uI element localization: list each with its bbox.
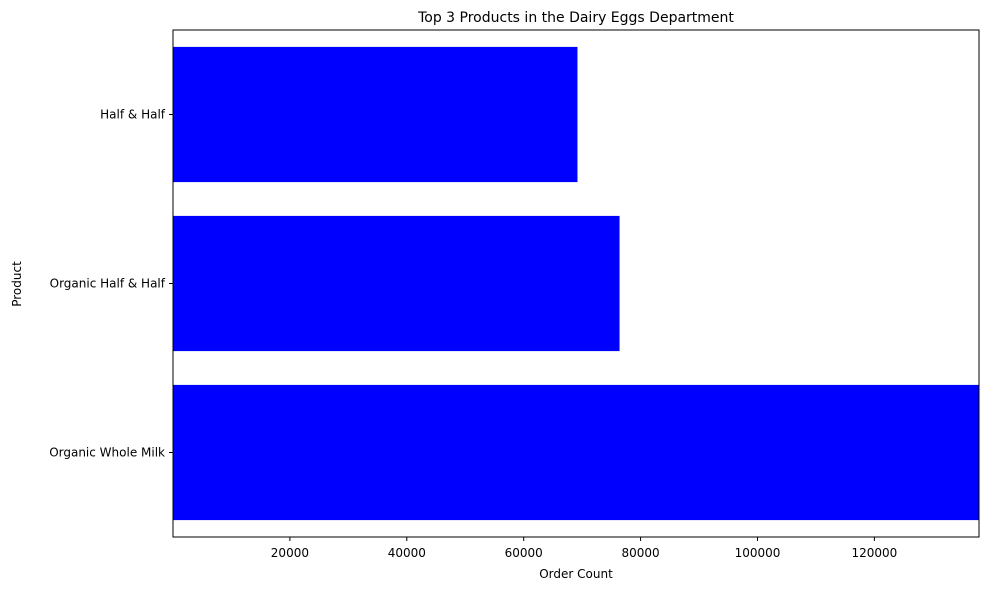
bar-0	[173, 384, 979, 521]
x-tick-label: 80000	[621, 546, 659, 560]
bars	[173, 46, 979, 521]
chart-title: Top 3 Products in the Dairy Eggs Departm…	[417, 10, 734, 26]
y-tick-label: Half & Half	[100, 108, 166, 122]
bar-1	[173, 215, 620, 352]
y-axis: Organic Whole Milk Organic Half & Half Hal…	[49, 108, 173, 460]
x-tick-label: 100000	[735, 546, 781, 560]
bar-2	[173, 46, 578, 183]
y-tick-label: Organic Half & Half	[50, 277, 166, 291]
x-axis: 20000 40000 60000 80000 100000 120000	[271, 537, 897, 560]
y-axis-title: Product	[10, 261, 24, 307]
y-tick-label: Organic Whole Milk	[49, 446, 165, 460]
x-tick-label: 40000	[388, 546, 426, 560]
x-tick-label: 20000	[271, 546, 309, 560]
x-tick-label: 120000	[851, 546, 897, 560]
x-axis-title: Order Count	[539, 567, 613, 581]
x-tick-label: 60000	[505, 546, 543, 560]
